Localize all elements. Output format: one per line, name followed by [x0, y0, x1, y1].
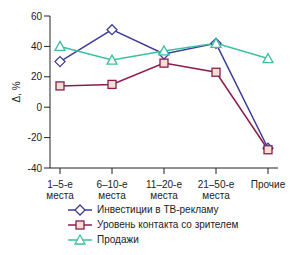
svg-text:Δ, %: Δ, % — [11, 81, 22, 102]
svg-text:1–5-еместа: 1–5-еместа — [46, 179, 74, 201]
svg-text:11–20-еместа: 11–20-еместа — [146, 179, 182, 201]
svg-text:60: 60 — [31, 11, 43, 22]
html-text:Продажи: Продажи — [97, 234, 139, 245]
html-text:Уровень контакта со зрителем: Уровень контакта со зрителем — [97, 219, 239, 230]
svg-text:-20: -20 — [28, 132, 43, 143]
svg-text:6–10-еместа: 6–10-еместа — [96, 179, 128, 201]
svg-text:20: 20 — [31, 71, 43, 82]
html-text:Инвестиции в ТВ-рекламу: Инвестиции в ТВ-рекламу — [97, 204, 219, 215]
svg-text:21–50-еместа: 21–50-еместа — [198, 179, 235, 201]
svg-text:Прочие: Прочие — [251, 179, 286, 190]
svg-text:0: 0 — [36, 102, 42, 113]
svg-text:-40: -40 — [28, 163, 43, 174]
svg-text:40: 40 — [31, 41, 43, 52]
